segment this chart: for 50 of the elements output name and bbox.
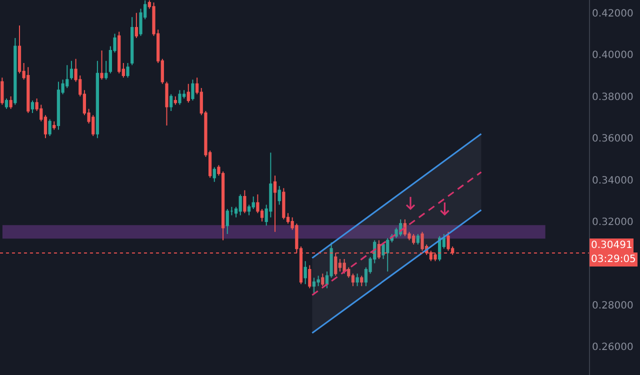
candlestick	[130, 16, 134, 66]
candlestick	[30, 100, 34, 114]
candlestick	[165, 81, 168, 126]
candlestick	[282, 188, 286, 220]
y-tick-label: 0.26000	[592, 342, 634, 354]
y-tick-label: 0.40000	[592, 50, 634, 62]
candlestick	[186, 83, 190, 104]
candlestick	[308, 264, 312, 289]
candlestick	[0, 77, 4, 106]
candlestick	[70, 60, 74, 80]
candlestick	[342, 258, 346, 274]
candlestick	[26, 66, 30, 114]
candlestick	[4, 98, 8, 110]
candlestick	[170, 94, 173, 112]
y-tick-label: 0.36000	[592, 134, 634, 145]
candlestick	[191, 79, 194, 102]
candlestick	[52, 120, 56, 130]
candlestick	[134, 12, 138, 38]
y-tick-label: 0.38000	[592, 92, 634, 103]
candlestick	[96, 60, 100, 139]
y-tick-label: 0.42000	[592, 8, 634, 20]
candlestick	[238, 194, 242, 216]
candlestick	[56, 81, 60, 130]
candlestick	[9, 96, 12, 110]
candlestick	[356, 273, 359, 287]
candlestick	[100, 50, 104, 80]
y-tick-label: 0.34000	[592, 175, 634, 186]
candlestick	[321, 273, 324, 287]
candlestick	[243, 190, 246, 214]
candlestick	[48, 118, 52, 136]
candlestick	[178, 90, 182, 106]
text: 03:29:05	[591, 254, 636, 265]
candlestick	[118, 31, 121, 74]
candlestick	[420, 231, 424, 252]
candlestick	[304, 260, 307, 285]
candlestick	[416, 234, 420, 245]
candlestick	[278, 186, 281, 206]
candlestick	[104, 60, 108, 80]
candlestick	[312, 277, 316, 295]
ref-line-label: 0.30491	[591, 240, 632, 251]
candlestick	[212, 166, 216, 182]
candlestick	[360, 275, 364, 287]
y-tick-label: 0.28000	[592, 300, 634, 312]
candlestick	[273, 175, 277, 232]
candlestick	[226, 208, 229, 235]
y-tick-label: 0.32000	[592, 217, 634, 228]
candlestick	[14, 37, 17, 106]
candlestick	[126, 62, 130, 78]
candlestick	[174, 96, 177, 106]
candlestick	[446, 231, 450, 252]
